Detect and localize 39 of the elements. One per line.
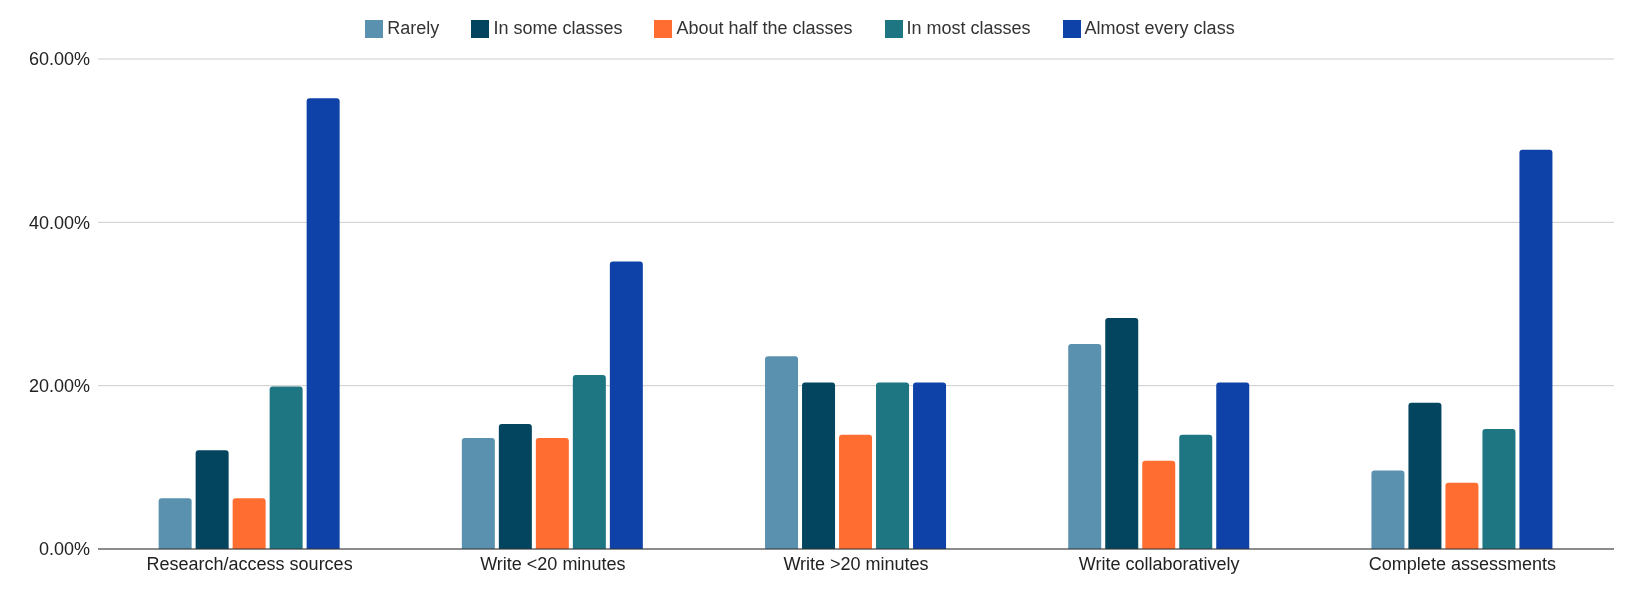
bar	[461, 437, 495, 549]
bar	[609, 261, 643, 549]
bar	[269, 386, 303, 549]
bar	[195, 450, 229, 549]
legend-label: About half the classes	[676, 18, 853, 38]
y-tick-label: 60.00%	[28, 49, 90, 70]
legend-label: In some classes	[493, 18, 623, 38]
y-tick-label: 0.00%	[38, 539, 90, 560]
legend-label: Rarely	[387, 18, 440, 38]
bar	[913, 382, 947, 549]
bar	[1519, 149, 1553, 549]
bar	[1408, 402, 1442, 549]
bar	[498, 424, 532, 549]
bar	[1216, 382, 1250, 549]
bar	[306, 98, 340, 549]
x-tick-label: Complete assessments	[1368, 553, 1556, 574]
bar	[876, 382, 910, 549]
bar	[765, 356, 799, 549]
legend-label: Almost every class	[1084, 18, 1235, 38]
bar	[1482, 428, 1516, 549]
y-tick-label: 40.00%	[28, 212, 90, 233]
x-tick-label: Write >20 minutes	[783, 553, 929, 574]
bar	[802, 382, 836, 549]
bar	[572, 375, 606, 549]
y-tick-label: 20.00%	[28, 376, 90, 397]
bar	[1068, 344, 1102, 549]
bar	[1142, 460, 1176, 549]
bar	[1105, 317, 1139, 549]
bar	[535, 437, 569, 549]
bar	[232, 498, 266, 549]
bar	[839, 434, 873, 549]
bar	[1179, 434, 1213, 549]
x-tick-label: Research/access sources	[146, 553, 353, 574]
legend-label: In most classes	[906, 18, 1031, 38]
bar	[1445, 482, 1479, 549]
bar	[158, 498, 192, 549]
x-tick-label: Write collaboratively	[1078, 553, 1240, 574]
x-tick-label: Write <20 minutes	[480, 553, 626, 574]
bar	[1371, 470, 1405, 549]
